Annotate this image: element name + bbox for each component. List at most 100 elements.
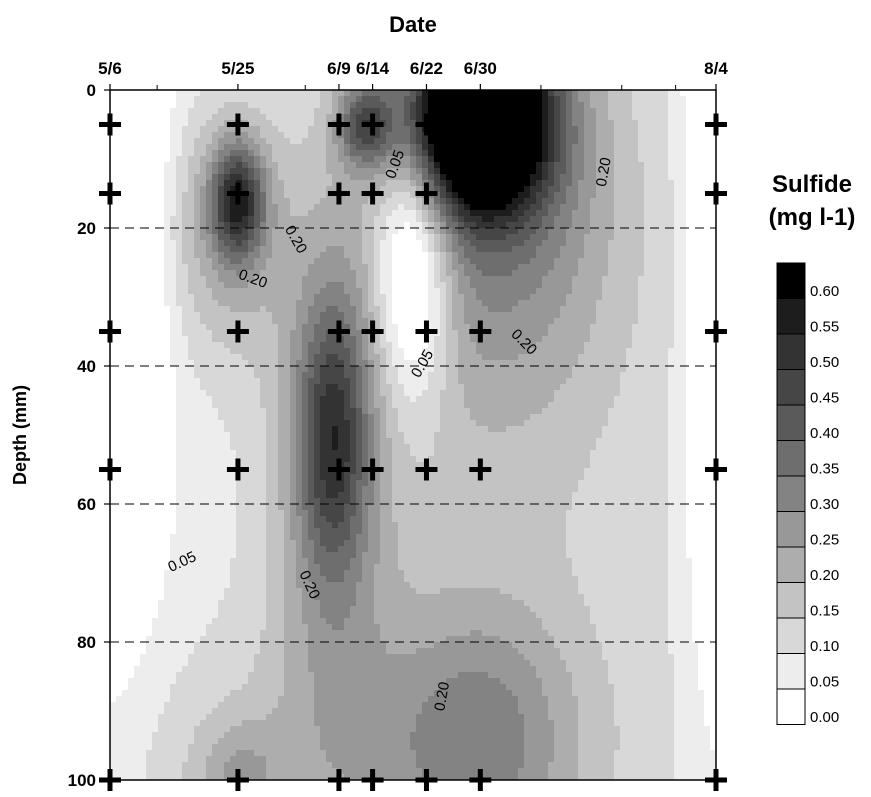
contour-cell <box>266 174 273 181</box>
contour-cell <box>428 252 435 259</box>
contour-cell <box>356 258 363 265</box>
contour-cell <box>572 192 579 199</box>
contour-cell <box>668 228 675 235</box>
contour-cell <box>434 174 441 181</box>
contour-cell <box>398 228 405 235</box>
contour-cell <box>710 366 716 373</box>
contour-cell <box>350 336 357 343</box>
contour-cell <box>134 156 141 163</box>
contour-cell <box>392 294 399 301</box>
contour-cell <box>350 204 357 211</box>
contour-cell <box>554 144 561 151</box>
contour-cell <box>122 282 129 289</box>
contour-cell <box>254 114 261 121</box>
contour-cell <box>464 312 471 319</box>
contour-cell <box>476 360 483 367</box>
contour-cell <box>620 96 627 103</box>
contour-cell <box>542 240 549 247</box>
contour-cell <box>278 384 285 391</box>
contour-cell <box>650 120 657 127</box>
contour-cell <box>152 228 159 235</box>
contour-cell <box>404 234 411 241</box>
contour-cell <box>332 90 339 97</box>
contour-cell <box>698 360 705 367</box>
contour-cell <box>170 162 177 169</box>
contour-cell <box>194 360 201 367</box>
contour-cell <box>224 378 231 385</box>
contour-cell <box>188 102 195 109</box>
contour-cell <box>146 288 153 295</box>
contour-cell <box>224 96 231 103</box>
contour-cell <box>560 300 567 307</box>
contour-cell <box>380 186 387 193</box>
contour-cell <box>326 276 333 283</box>
contour-cell <box>200 174 207 181</box>
contour-cell <box>416 90 423 97</box>
contour-cell <box>380 240 387 247</box>
contour-cell <box>614 312 621 319</box>
contour-cell <box>578 300 585 307</box>
contour-cell <box>668 270 675 277</box>
contour-cell <box>590 366 597 373</box>
contour-cell <box>236 216 243 223</box>
contour-cell <box>206 366 213 373</box>
contour-cell <box>302 378 309 385</box>
contour-cell <box>710 168 716 175</box>
contour-cell <box>392 180 399 187</box>
contour-cell <box>596 330 603 337</box>
contour-cell <box>194 120 201 127</box>
contour-cell <box>392 300 399 307</box>
contour-cell <box>140 264 147 271</box>
contour-cell <box>302 114 309 121</box>
contour-cell <box>374 288 381 295</box>
contour-cell <box>404 114 411 121</box>
contour-cell <box>434 300 441 307</box>
contour-cell <box>296 174 303 181</box>
contour-cell <box>530 246 537 253</box>
contour-cell <box>638 204 645 211</box>
contour-cell <box>680 156 687 163</box>
contour-cell <box>506 318 513 325</box>
contour-cell <box>452 198 459 205</box>
contour-cell <box>710 312 716 319</box>
contour-cell <box>518 156 525 163</box>
contour-cell <box>590 156 597 163</box>
contour-cell <box>260 354 267 361</box>
contour-cell <box>428 186 435 193</box>
contour-cell <box>176 342 183 349</box>
contour-cell <box>398 186 405 193</box>
contour-cell <box>356 138 363 145</box>
contour-cell <box>584 288 591 295</box>
contour-cell <box>566 264 573 271</box>
contour-cell <box>458 336 465 343</box>
contour-cell <box>212 342 219 349</box>
contour-cell <box>332 336 339 343</box>
contour-cell <box>152 102 159 109</box>
contour-cell <box>470 234 477 241</box>
contour-cell <box>278 312 285 319</box>
contour-cell <box>698 294 705 301</box>
contour-cell <box>470 180 477 187</box>
contour-cell <box>116 222 123 229</box>
contour-cell <box>578 378 585 385</box>
contour-cell <box>254 336 261 343</box>
contour-cell <box>548 306 555 313</box>
contour-cell <box>110 228 117 235</box>
contour-cell <box>158 114 165 121</box>
contour-cell <box>182 120 189 127</box>
contour-cell <box>302 384 309 391</box>
contour-cell <box>194 294 201 301</box>
contour-cell <box>614 198 621 205</box>
contour-cell <box>362 246 369 253</box>
contour-cell <box>248 186 255 193</box>
contour-cell <box>542 354 549 361</box>
contour-cell <box>614 90 621 97</box>
contour-cell <box>578 240 585 247</box>
contour-cell <box>146 228 153 235</box>
contour-cell <box>434 108 441 115</box>
contour-cell <box>320 306 327 313</box>
contour-cell <box>632 360 639 367</box>
contour-cell <box>458 354 465 361</box>
contour-cell <box>242 228 249 235</box>
contour-cell <box>188 180 195 187</box>
